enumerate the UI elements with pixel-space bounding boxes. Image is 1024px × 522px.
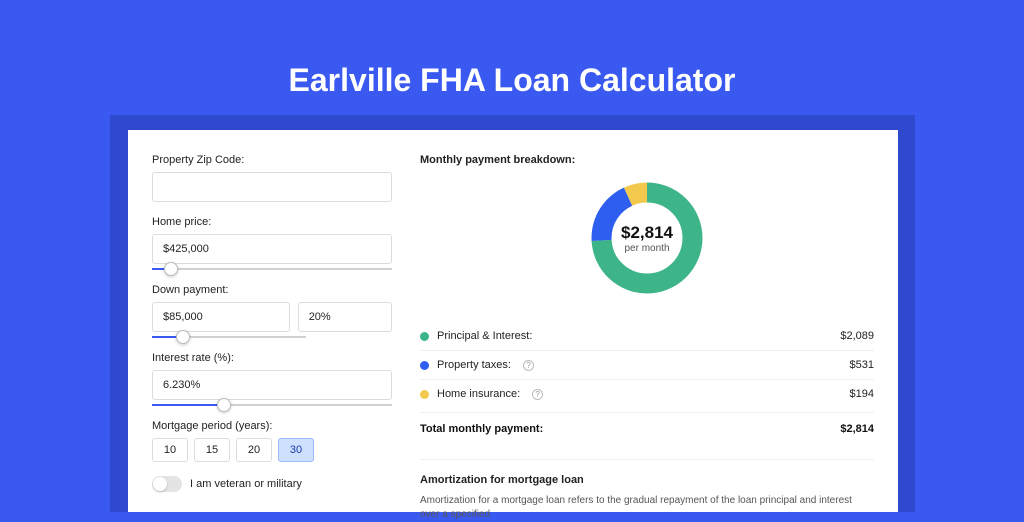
rate-label: Interest rate (%): [152, 352, 392, 364]
legend-label: Principal & Interest: [437, 330, 532, 342]
rate-field-group: Interest rate (%): [152, 352, 392, 406]
legend-label: Home insurance: [437, 388, 520, 400]
legend-value: $194 [850, 388, 874, 400]
donut-chart: $2,814 per month [587, 178, 707, 298]
legend-row: Property taxes:? $531 [420, 351, 874, 380]
legend-left: Property taxes:? [420, 359, 534, 371]
down-slider-thumb[interactable] [176, 330, 190, 344]
legend: Principal & Interest: $2,089 Property taxe… [420, 322, 874, 408]
total-label: Total monthly payment: [420, 423, 543, 435]
legend-left: Home insurance:? [420, 388, 543, 400]
down-amount-input[interactable] [152, 302, 290, 332]
legend-dot [420, 332, 429, 341]
total-value: $2,814 [840, 423, 874, 435]
down-slider[interactable] [152, 336, 306, 338]
help-icon[interactable]: ? [532, 389, 543, 400]
legend-dot [420, 390, 429, 399]
down-percent-input[interactable] [298, 302, 392, 332]
down-label: Down payment: [152, 284, 392, 296]
total-row: Total monthly payment: $2,814 [420, 412, 874, 451]
legend-left: Principal & Interest: [420, 330, 532, 342]
legend-row: Home insurance:? $194 [420, 380, 874, 408]
period-buttons: 10152030 [152, 438, 392, 462]
donut-value: $2,814 [621, 223, 673, 243]
legend-row: Principal & Interest: $2,089 [420, 322, 874, 351]
veteran-label: I am veteran or military [190, 478, 302, 490]
donut-center: $2,814 per month [587, 178, 707, 298]
rate-input[interactable] [152, 370, 392, 400]
page-title: Earlville FHA Loan Calculator [0, 0, 1024, 99]
legend-value: $531 [850, 359, 874, 371]
rate-slider[interactable] [152, 404, 392, 406]
price-input[interactable] [152, 234, 392, 264]
help-icon[interactable]: ? [523, 360, 534, 371]
calculator-card: Property Zip Code: Home price: Down paym… [128, 130, 898, 512]
period-button-15[interactable]: 15 [194, 438, 230, 462]
price-slider[interactable] [152, 268, 392, 270]
breakdown-title: Monthly payment breakdown: [420, 154, 874, 166]
price-slider-thumb[interactable] [164, 262, 178, 276]
amortization-title: Amortization for mortgage loan [420, 459, 874, 486]
donut-sub: per month [624, 243, 669, 254]
period-button-20[interactable]: 20 [236, 438, 272, 462]
form-column: Property Zip Code: Home price: Down paym… [152, 154, 392, 488]
amortization-text: Amortization for a mortgage loan refers … [420, 494, 874, 522]
period-button-30[interactable]: 30 [278, 438, 314, 462]
veteran-toggle[interactable] [152, 476, 182, 492]
veteran-row: I am veteran or military [152, 476, 392, 492]
period-button-10[interactable]: 10 [152, 438, 188, 462]
donut-wrap: $2,814 per month [420, 178, 874, 298]
period-label: Mortgage period (years): [152, 420, 392, 432]
period-field-group: Mortgage period (years): 10152030 [152, 420, 392, 462]
price-label: Home price: [152, 216, 392, 228]
veteran-toggle-knob [153, 477, 167, 491]
zip-input[interactable] [152, 172, 392, 202]
legend-label: Property taxes: [437, 359, 511, 371]
breakdown-column: Monthly payment breakdown: $2,814 per mo… [420, 154, 874, 488]
legend-value: $2,089 [840, 330, 874, 342]
rate-slider-thumb[interactable] [217, 398, 231, 412]
zip-label: Property Zip Code: [152, 154, 392, 166]
legend-dot [420, 361, 429, 370]
down-field-group: Down payment: [152, 284, 392, 338]
price-field-group: Home price: [152, 216, 392, 270]
rate-slider-fill [152, 404, 224, 406]
zip-field-group: Property Zip Code: [152, 154, 392, 202]
